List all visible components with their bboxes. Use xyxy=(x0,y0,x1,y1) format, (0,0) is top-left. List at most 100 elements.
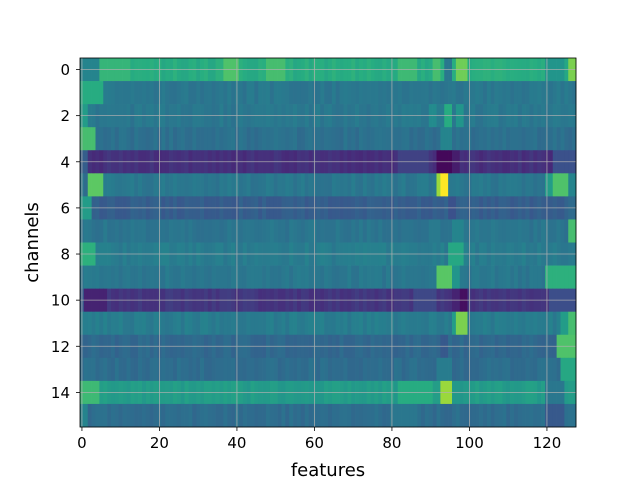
heatmap-cell xyxy=(541,311,546,336)
heatmap-cell xyxy=(514,81,519,105)
heatmap-cell xyxy=(200,357,205,382)
heatmap-cell xyxy=(362,265,368,289)
heatmap-cell xyxy=(308,357,313,382)
heatmap-cell xyxy=(262,265,267,289)
heatmap-cell xyxy=(122,265,127,289)
heatmap-cell xyxy=(246,311,251,336)
heatmap-cell xyxy=(560,173,565,197)
heatmap-cell xyxy=(215,265,220,289)
heatmap-cell xyxy=(421,357,426,382)
heatmap-cell xyxy=(227,311,232,336)
heatmap-cell xyxy=(572,173,577,197)
heatmap-cell xyxy=(564,173,569,197)
heatmap-cell xyxy=(138,219,143,243)
heatmap-cell xyxy=(231,81,236,105)
heatmap-cell xyxy=(355,127,360,151)
heatmap-cell xyxy=(463,219,468,243)
heatmap-cell xyxy=(541,81,546,105)
heatmap-cell xyxy=(130,265,135,289)
heatmap-cell xyxy=(521,265,526,289)
heatmap-cell xyxy=(424,311,430,336)
heatmap-cell xyxy=(304,173,309,197)
heatmap-cell xyxy=(413,311,418,336)
heatmap-cell xyxy=(409,173,414,197)
heatmap-cell xyxy=(227,219,232,243)
heatmap-cell xyxy=(521,219,526,243)
heatmap-cell xyxy=(242,311,247,336)
heatmap-cell xyxy=(161,127,166,151)
y-tick-label: 6 xyxy=(60,199,70,217)
heatmap-cell xyxy=(223,81,228,105)
heatmap-cell xyxy=(126,219,131,243)
heatmap-cell xyxy=(537,81,542,105)
heatmap-cell xyxy=(537,127,542,151)
heatmap-cell xyxy=(490,219,495,243)
heatmap-cell xyxy=(339,357,344,382)
heatmap-cell xyxy=(479,311,484,336)
heatmap-cell xyxy=(393,311,399,336)
heatmap-cell xyxy=(355,173,360,197)
heatmap-cell xyxy=(455,311,461,336)
heatmap-cell xyxy=(103,127,108,151)
heatmap-cell xyxy=(436,173,441,197)
heatmap-cell xyxy=(533,173,538,197)
heatmap-cell xyxy=(436,265,441,289)
heatmap-cell xyxy=(180,127,185,151)
heatmap-cell xyxy=(308,219,313,243)
heatmap-cell xyxy=(99,357,104,382)
heatmap-cell xyxy=(293,265,298,289)
heatmap-cell xyxy=(219,127,224,151)
heatmap-cell xyxy=(359,311,364,336)
heatmap-cell xyxy=(421,311,426,336)
heatmap-cell xyxy=(452,173,457,197)
heatmap-cell xyxy=(238,127,244,151)
heatmap-cell xyxy=(215,127,220,151)
heatmap-cell xyxy=(223,127,228,151)
heatmap-cell xyxy=(165,311,170,336)
heatmap-cell xyxy=(200,219,205,243)
heatmap-cell xyxy=(107,219,112,243)
heatmap-cell xyxy=(440,81,445,105)
heatmap-cell xyxy=(238,403,244,428)
heatmap-cell xyxy=(347,219,352,243)
heatmap-cell xyxy=(525,81,530,105)
heatmap-cell xyxy=(405,127,410,151)
heatmap-cell xyxy=(343,219,348,243)
heatmap-cell xyxy=(107,127,112,151)
heatmap-cell xyxy=(130,219,135,243)
heatmap-cell xyxy=(335,173,340,197)
heatmap-cell xyxy=(409,265,414,289)
heatmap-cell xyxy=(87,81,92,105)
heatmap-cell xyxy=(514,127,519,151)
heatmap-cell xyxy=(424,81,430,105)
heatmap-cell xyxy=(537,357,542,382)
heatmap-cell xyxy=(258,173,263,197)
heatmap-cell xyxy=(471,127,476,151)
heatmap-cell xyxy=(293,357,298,382)
heatmap-cell xyxy=(169,127,174,151)
heatmap-cell xyxy=(328,357,333,382)
heatmap-cell xyxy=(246,127,251,151)
heatmap-cell xyxy=(486,311,492,336)
heatmap-cell xyxy=(138,173,143,197)
heatmap-cell xyxy=(258,219,263,243)
heatmap-cell xyxy=(145,127,151,151)
heatmap-cell xyxy=(266,311,271,336)
heatmap-cell xyxy=(459,311,464,336)
heatmap-cell xyxy=(560,265,565,289)
heatmap-cell xyxy=(238,311,244,336)
heatmap-cell xyxy=(401,357,406,382)
heatmap-cell xyxy=(165,403,170,428)
heatmap-cell xyxy=(242,357,247,382)
heatmap-cell xyxy=(335,311,340,336)
heatmap-cell xyxy=(436,219,441,243)
heatmap-cell xyxy=(130,173,135,197)
heatmap-cell xyxy=(471,173,476,197)
heatmap-cell xyxy=(95,357,100,382)
heatmap-cell xyxy=(405,311,410,336)
heatmap-cell xyxy=(370,265,375,289)
heatmap-cell xyxy=(335,127,340,151)
heatmap-cell xyxy=(196,311,201,336)
heatmap-cell xyxy=(87,127,92,151)
